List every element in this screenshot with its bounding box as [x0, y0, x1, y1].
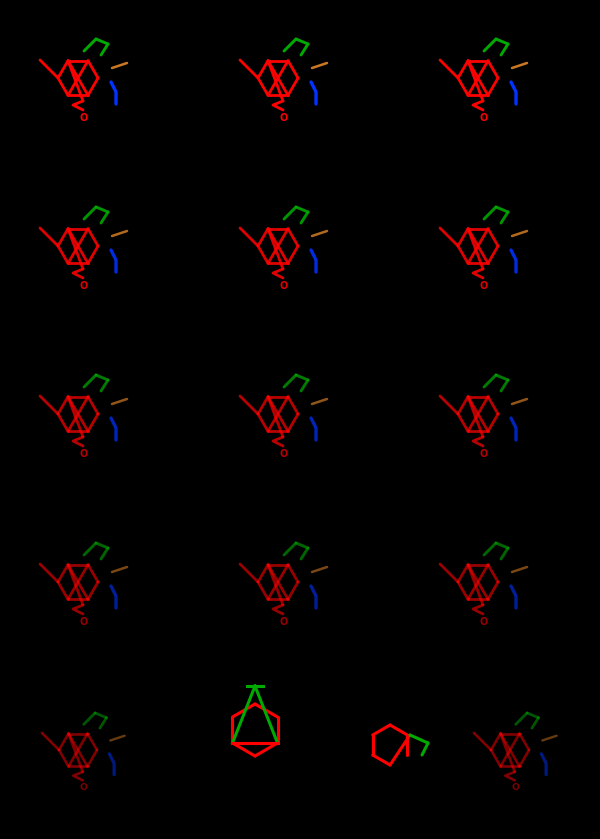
Text: O: O [480, 113, 488, 123]
Text: O: O [480, 281, 488, 291]
Text: O: O [80, 113, 88, 123]
Text: O: O [480, 617, 488, 627]
Text: O: O [80, 281, 88, 291]
Text: O: O [280, 281, 288, 291]
Text: O: O [280, 113, 288, 123]
Text: O: O [80, 784, 88, 793]
Text: O: O [80, 449, 88, 459]
Text: O: O [80, 617, 88, 627]
Text: O: O [512, 784, 520, 793]
Text: O: O [280, 617, 288, 627]
Text: O: O [280, 449, 288, 459]
Text: O: O [480, 449, 488, 459]
